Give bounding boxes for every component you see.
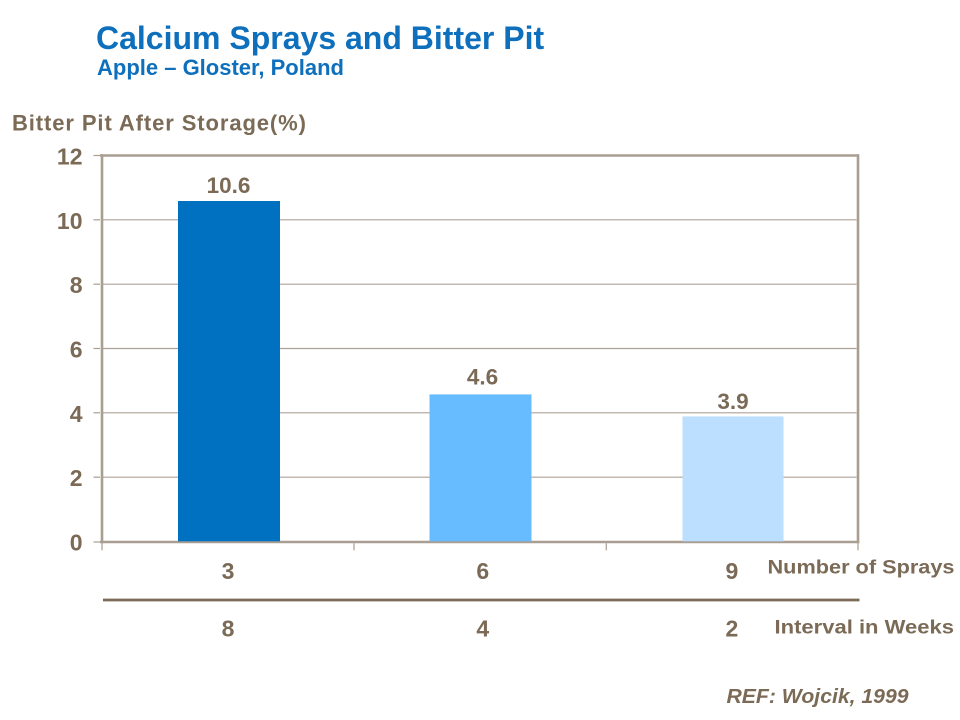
svg-text:Number of Sprays: Number of Sprays <box>768 558 955 579</box>
svg-text:Apple – Gloster, Poland: Apple – Gloster, Poland <box>97 55 344 80</box>
svg-text:10.6: 10.6 <box>207 173 251 198</box>
svg-text:0: 0 <box>70 530 83 556</box>
svg-text:4: 4 <box>476 616 489 642</box>
svg-text:2: 2 <box>726 616 739 642</box>
svg-text:2: 2 <box>70 465 83 491</box>
svg-text:3: 3 <box>222 558 235 584</box>
svg-text:6: 6 <box>70 337 83 363</box>
svg-text:12: 12 <box>57 144 83 170</box>
svg-text:Interval in Weeks: Interval in Weeks <box>775 618 955 639</box>
svg-text:Calcium Sprays and Bitter Pit: Calcium Sprays and Bitter Pit <box>96 20 544 56</box>
svg-text:3.9: 3.9 <box>717 389 748 414</box>
svg-text:4: 4 <box>70 401 83 427</box>
svg-text:Bitter Pit After Storage(%): Bitter Pit After Storage(%) <box>12 111 307 136</box>
svg-text:9: 9 <box>726 558 739 584</box>
svg-text:4.6: 4.6 <box>467 365 498 390</box>
svg-text:6: 6 <box>476 558 489 584</box>
svg-text:8: 8 <box>222 616 235 642</box>
svg-text:8: 8 <box>70 272 83 298</box>
svg-text:10: 10 <box>57 208 83 234</box>
svg-text:REF: Wojcik, 1999: REF: Wojcik, 1999 <box>727 685 910 708</box>
